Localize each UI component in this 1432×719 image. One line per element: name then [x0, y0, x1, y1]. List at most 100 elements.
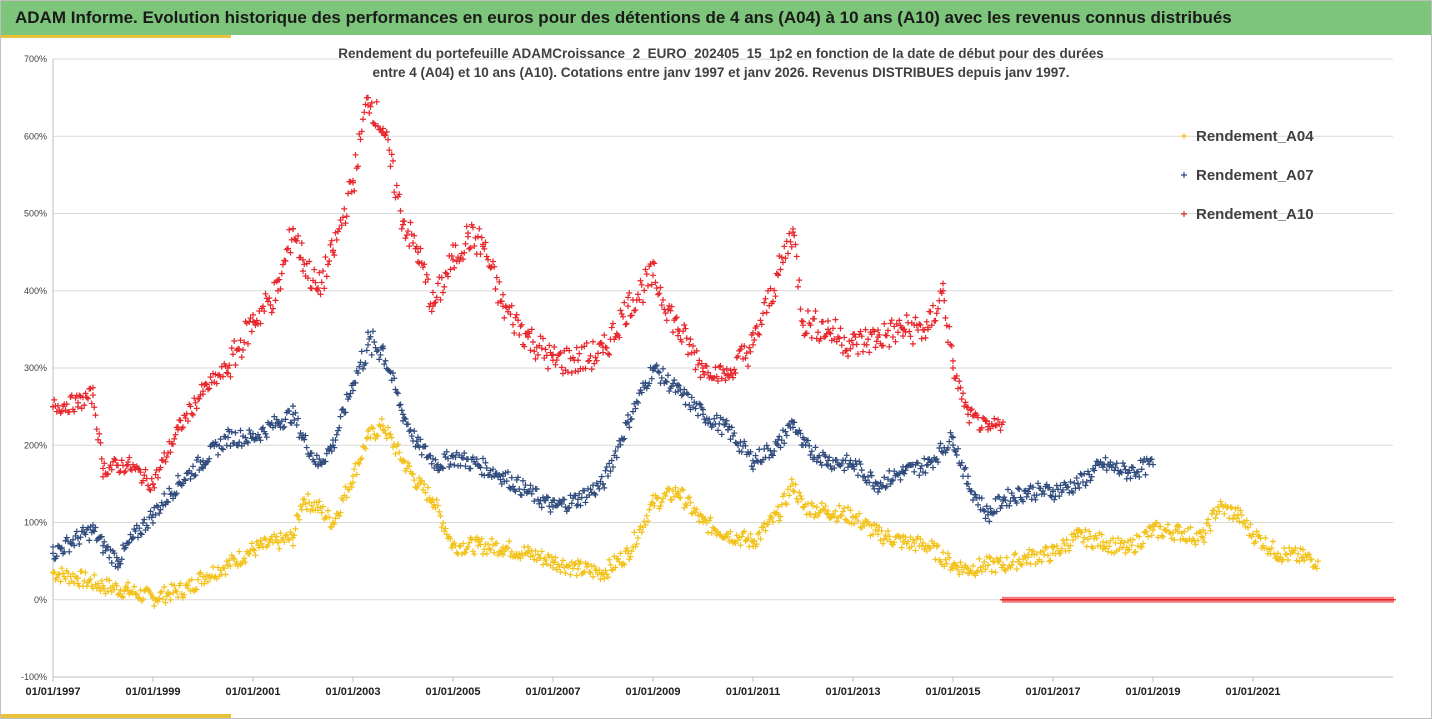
data-point [852, 334, 859, 341]
data-point [242, 434, 249, 441]
data-point [346, 393, 353, 400]
data-point [536, 500, 543, 507]
data-point [932, 317, 939, 324]
data-point [443, 448, 450, 455]
legend-label: Rendement_A10 [1196, 206, 1314, 223]
data-point [870, 482, 876, 489]
data-point [656, 290, 663, 297]
data-point [1075, 480, 1081, 487]
data-point [291, 532, 298, 539]
data-point [553, 357, 560, 364]
data-point [292, 236, 299, 243]
data-point [491, 263, 498, 270]
data-point [685, 351, 691, 358]
chart-title-line-2: entre 4 (A04) et 10 ans (A10). Cotations… [372, 65, 1070, 80]
data-point [411, 428, 418, 435]
data-point [516, 331, 523, 338]
data-point [451, 462, 458, 469]
data-point [1018, 562, 1025, 569]
data-point [437, 296, 444, 303]
data-point [330, 247, 336, 254]
data-point [771, 287, 778, 294]
data-point [441, 283, 448, 290]
data-point [751, 337, 758, 344]
data-point [388, 151, 395, 158]
data-point [893, 320, 900, 327]
data-point [862, 326, 869, 333]
data-point [77, 534, 84, 541]
x-tick-label: 01/01/2001 [225, 686, 280, 698]
data-point [1087, 477, 1094, 484]
data-point [500, 551, 506, 558]
data-point [875, 327, 881, 334]
data-point [111, 586, 118, 593]
data-point [841, 505, 848, 512]
data-point [213, 380, 220, 387]
data-point [696, 357, 703, 364]
data-point [1063, 536, 1070, 543]
data-point [618, 310, 625, 317]
data-point [206, 385, 213, 392]
data-point [232, 361, 239, 368]
data-point [438, 524, 445, 531]
data-point [887, 538, 894, 545]
data-point [937, 440, 944, 447]
data-point [318, 279, 325, 286]
data-point [877, 537, 884, 544]
data-point [200, 391, 206, 398]
data-point [832, 316, 839, 323]
data-point [91, 404, 98, 411]
legend-marker [1181, 133, 1187, 139]
data-point [957, 462, 964, 469]
data-point [1140, 459, 1146, 466]
data-point [985, 562, 991, 569]
data-point [860, 348, 866, 355]
data-point [1087, 533, 1094, 540]
data-point [125, 459, 131, 466]
chart-title-line-1: Rendement du portefeuille ADAMCroissance… [338, 46, 1104, 61]
data-point [558, 364, 565, 371]
data-point [538, 345, 545, 352]
data-point [113, 582, 120, 589]
data-point [566, 562, 573, 569]
data-point [1198, 533, 1205, 540]
data-point [1181, 528, 1188, 535]
data-point [663, 317, 670, 324]
data-point [1070, 537, 1076, 544]
data-point [741, 343, 748, 350]
data-point [120, 594, 126, 601]
data-point [642, 266, 649, 273]
data-point [115, 564, 121, 571]
data-point [825, 326, 831, 333]
data-point [370, 425, 376, 432]
x-tick-label: 01/01/2003 [325, 686, 380, 698]
data-point [323, 273, 330, 280]
data-point [551, 344, 558, 351]
data-point [785, 486, 791, 493]
data-point [245, 439, 251, 446]
data-point [345, 190, 351, 197]
data-point [643, 385, 650, 392]
data-point [398, 407, 405, 414]
data-point [598, 340, 605, 347]
data-point [590, 338, 596, 345]
data-point [1073, 474, 1080, 481]
data-point [117, 586, 124, 593]
data-point [807, 322, 814, 329]
data-point [987, 505, 994, 512]
data-point [386, 147, 393, 154]
data-point [552, 554, 559, 561]
data-point [843, 452, 850, 459]
data-point [295, 415, 301, 422]
data-point [111, 455, 118, 462]
data-point [630, 408, 636, 415]
data-point [623, 320, 630, 327]
data-point [576, 490, 583, 497]
data-point [720, 416, 726, 423]
data-point [831, 513, 838, 520]
data-point [50, 569, 56, 576]
data-point [560, 370, 566, 377]
data-point [51, 396, 58, 403]
data-point [1195, 537, 1201, 544]
data-point [222, 363, 229, 370]
